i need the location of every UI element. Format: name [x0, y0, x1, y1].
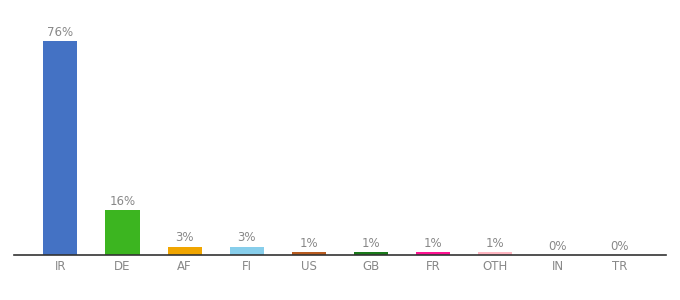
- Text: 16%: 16%: [109, 195, 135, 208]
- Text: 0%: 0%: [611, 240, 629, 253]
- Bar: [230, 247, 264, 255]
- Text: 1%: 1%: [424, 237, 443, 250]
- Bar: [292, 252, 326, 255]
- Text: 1%: 1%: [486, 237, 505, 250]
- Bar: [478, 252, 513, 255]
- Bar: [105, 210, 139, 255]
- Bar: [167, 247, 202, 255]
- Bar: [354, 252, 388, 255]
- Text: 3%: 3%: [175, 231, 194, 244]
- Text: 1%: 1%: [300, 237, 318, 250]
- Text: 1%: 1%: [362, 237, 380, 250]
- Text: 3%: 3%: [237, 231, 256, 244]
- Text: 76%: 76%: [48, 26, 73, 39]
- Bar: [44, 41, 78, 255]
- Text: 0%: 0%: [548, 240, 566, 253]
- Bar: [416, 252, 450, 255]
